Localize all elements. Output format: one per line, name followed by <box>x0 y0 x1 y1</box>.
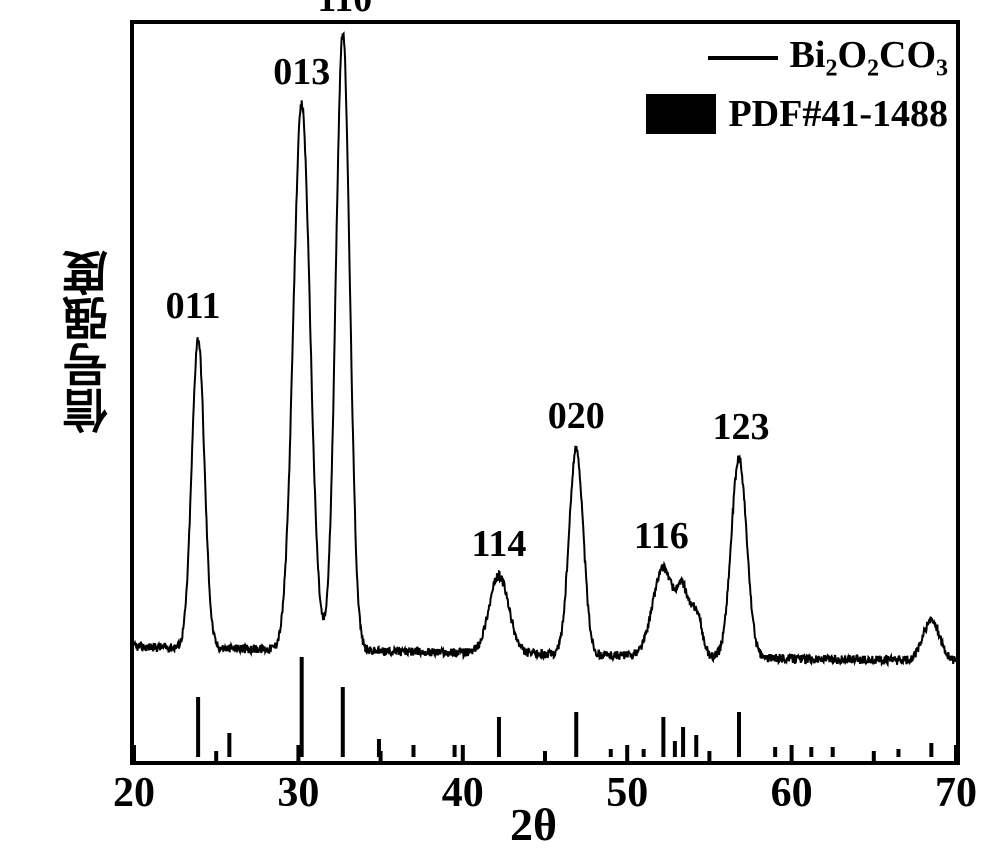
legend-line-swatch <box>708 56 778 60</box>
legend: Bi2O2CO3 PDF#41-1488 <box>646 30 948 142</box>
reference-bars <box>196 657 933 757</box>
peak-label-116: 116 <box>634 514 689 558</box>
legend-row-sample: Bi2O2CO3 <box>646 30 948 86</box>
peak-label-114: 114 <box>472 522 527 566</box>
x-tick-label-50: 50 <box>606 769 648 817</box>
legend-row-reference: PDF#41-1488 <box>646 86 948 142</box>
y-axis-label: 信号强度 <box>56 250 122 434</box>
peak-label-011: 011 <box>166 284 221 328</box>
x-tick-label-40: 40 <box>442 769 484 817</box>
peak-label-123: 123 <box>712 405 769 449</box>
peak-label-110: 110 <box>317 0 372 21</box>
legend-box-swatch <box>646 94 716 134</box>
x-tick-label-20: 20 <box>113 769 155 817</box>
peak-label-013: 013 <box>273 50 330 94</box>
legend-reference-label: PDF#41-1488 <box>728 92 948 136</box>
peak-label-020: 020 <box>548 394 605 438</box>
x-tick-label-70: 70 <box>935 769 977 817</box>
x-tick-label-60: 60 <box>771 769 813 817</box>
legend-sample-label: Bi2O2CO3 <box>790 33 948 83</box>
x-axis-label: 2θ <box>510 798 557 851</box>
plot-frame: Bi2O2CO3 PDF#41-1488 <box>130 20 960 765</box>
x-tick-label-30: 30 <box>277 769 319 817</box>
